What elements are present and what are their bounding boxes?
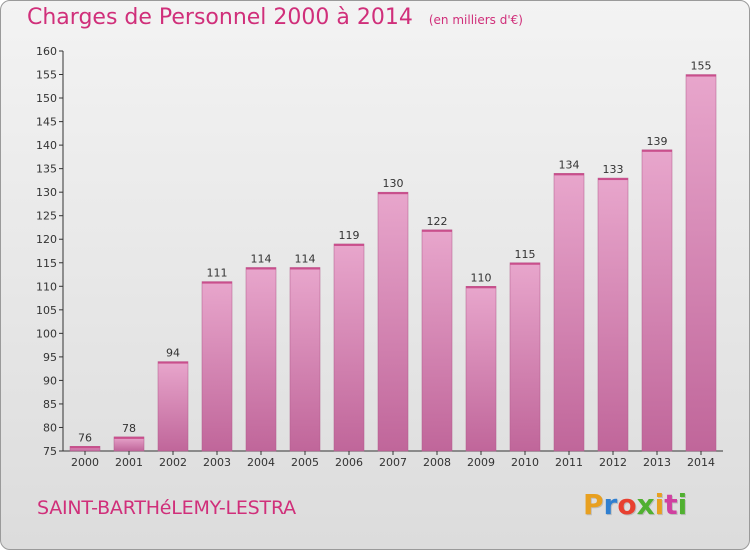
y-tick-label: 115: [36, 257, 57, 270]
y-tick-label: 110: [36, 280, 57, 293]
data-label-2004: 114: [251, 252, 272, 265]
y-tick-label: 140: [36, 139, 57, 152]
x-tick-label-2012: 2012: [599, 456, 627, 469]
chart-title: Charges de Personnel 2000 à 2014 (en mill…: [27, 5, 523, 30]
x-tick-label-2001: 2001: [115, 456, 143, 469]
logo-letter: t: [664, 488, 678, 521]
data-label-2005: 114: [295, 252, 316, 265]
y-tick-label: 135: [36, 163, 57, 176]
bar-top-2002: [158, 361, 188, 364]
bar-top-2012: [598, 178, 628, 181]
bar-2001: [113, 436, 145, 452]
logo-letter: i: [677, 488, 688, 521]
proxiti-logo: Proxiti: [583, 488, 687, 521]
y-tick-label: 90: [43, 374, 57, 387]
x-tick-label-2014: 2014: [687, 456, 715, 469]
bar-top-2001: [114, 436, 144, 439]
data-label-2006: 119: [339, 229, 360, 242]
y-tick-label: 130: [36, 186, 57, 199]
x-tick-label-2002: 2002: [159, 456, 187, 469]
data-label-2003: 111: [207, 267, 228, 280]
bar-top-2011: [554, 173, 584, 176]
data-label-2001: 78: [122, 422, 136, 435]
bar-top-2003: [202, 281, 232, 284]
bar-2012: [597, 177, 629, 452]
y-tick-label: 80: [43, 421, 57, 434]
x-tick-label-2007: 2007: [379, 456, 407, 469]
bar-top-2007: [378, 192, 408, 195]
y-tick-label: 85: [43, 398, 57, 411]
logo-letter: r: [603, 488, 618, 521]
bar-top-2013: [642, 149, 672, 152]
x-tick-label-2011: 2011: [555, 456, 583, 469]
bar-2007: [377, 191, 409, 452]
data-label-2010: 115: [515, 248, 536, 261]
bar-top-2006: [334, 243, 364, 246]
bar-2011: [553, 173, 585, 452]
x-tick-label-2005: 2005: [291, 456, 319, 469]
bar-2013: [641, 149, 673, 452]
data-label-2011: 134: [559, 158, 580, 171]
bar-top-2010: [510, 262, 540, 265]
x-tick-label-2006: 2006: [335, 456, 363, 469]
data-label-2009: 110: [471, 271, 492, 284]
bar-2014: [685, 74, 717, 452]
bar-2004: [245, 267, 277, 452]
y-tick-label: 125: [36, 210, 57, 223]
chart-title-text: Charges de Personnel 2000 à 2014: [27, 5, 413, 30]
data-label-2014: 155: [691, 60, 712, 73]
bar-top-2014: [686, 74, 716, 77]
logo-letter: P: [583, 488, 604, 521]
data-label-2013: 139: [647, 135, 668, 148]
y-tick-label: 75: [43, 445, 57, 458]
bar-2009: [465, 286, 497, 452]
data-label-2012: 133: [603, 163, 624, 176]
data-label-2007: 130: [383, 177, 404, 190]
bar-2002: [157, 361, 189, 452]
x-tick-label-2013: 2013: [643, 456, 671, 469]
bar-2008: [421, 229, 453, 452]
x-tick-label-2003: 2003: [203, 456, 231, 469]
logo-letter: i: [654, 488, 665, 521]
logo-letter: x: [636, 488, 655, 521]
data-label-2000: 76: [78, 431, 92, 444]
bar-top-2009: [466, 286, 496, 289]
x-tick-label-2000: 2000: [71, 456, 99, 469]
data-label-2008: 122: [427, 215, 448, 228]
y-tick-label: 105: [36, 304, 57, 317]
bar-2005: [289, 267, 321, 452]
logo-letter: o: [617, 488, 637, 521]
y-tick-label: 120: [36, 233, 57, 246]
unit-note: (en milliers d'€): [428, 13, 523, 27]
y-tick-label: 100: [36, 327, 57, 340]
x-tick-label-2008: 2008: [423, 456, 451, 469]
bar-top-2005: [290, 267, 320, 270]
y-tick-label: 95: [43, 351, 57, 364]
y-tick-label: 150: [36, 92, 57, 105]
y-tick-label: 145: [36, 116, 57, 129]
commune-name: SAINT-BARTHéLEMY-LESTRA: [37, 497, 296, 519]
x-tick-label-2009: 2009: [467, 456, 495, 469]
bar-2006: [333, 243, 365, 452]
data-label-2002: 94: [166, 347, 180, 360]
y-tick-label: 155: [36, 69, 57, 82]
bar-top-2004: [246, 267, 276, 270]
bar-top-2008: [422, 229, 452, 232]
bar-top-2000: [70, 446, 100, 449]
bar-2010: [509, 262, 541, 452]
x-tick-label-2004: 2004: [247, 456, 275, 469]
x-tick-label-2010: 2010: [511, 456, 539, 469]
y-tick-label: 160: [36, 45, 57, 58]
bar-2003: [201, 281, 233, 452]
